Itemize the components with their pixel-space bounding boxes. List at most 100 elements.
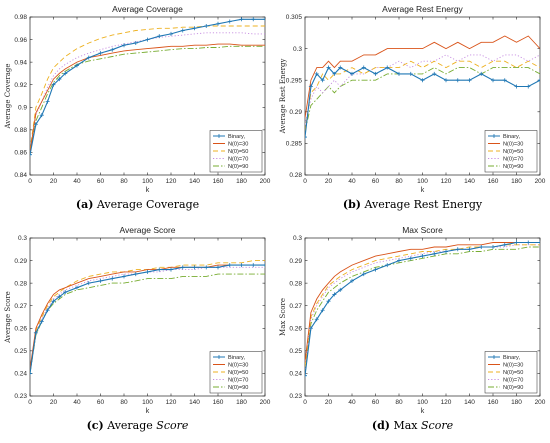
series-point — [86, 55, 91, 60]
series-point — [361, 272, 366, 277]
series-point — [350, 71, 354, 76]
legend-label: N(0)=90 — [503, 385, 523, 391]
caption-text: Average Coverage — [96, 198, 200, 211]
series-point — [169, 267, 173, 272]
series-point — [45, 99, 50, 104]
series-line-4 — [30, 32, 265, 153]
series-point — [39, 113, 44, 118]
series-point — [216, 265, 220, 270]
x-tick-label: 60 — [372, 399, 380, 406]
legend-label: N(0)=30 — [503, 142, 523, 148]
series-point — [305, 373, 307, 378]
series-point — [263, 17, 265, 22]
caption-label: (b) — [342, 198, 361, 211]
series-point — [332, 71, 337, 76]
chart-title: Average Coverage — [112, 4, 183, 14]
series-point — [314, 317, 319, 322]
x-tick-label: 0 — [303, 399, 307, 406]
series-point — [432, 251, 437, 256]
series-line-3 — [30, 260, 265, 372]
y-tick-label: 0.9 — [18, 104, 27, 111]
caption-label: (d) — [371, 419, 390, 432]
series-point — [444, 78, 448, 83]
series-point — [320, 308, 325, 313]
series-point — [361, 65, 366, 70]
series-point — [192, 265, 197, 270]
caption-italic: Score — [421, 419, 454, 432]
series-point — [157, 267, 162, 272]
legend-label: Binary, — [228, 134, 245, 140]
series-point — [110, 276, 115, 281]
series-point — [180, 28, 185, 33]
x-tick-label: 0 — [28, 178, 32, 185]
series-point — [75, 63, 79, 68]
series-point — [332, 292, 337, 297]
y-tick-label: 0.96 — [14, 37, 27, 44]
series-point — [75, 285, 79, 290]
panel-average-score: Average Score 0 20 40 60 80 100 120 140 160 180 200… — [0, 221, 275, 442]
series-point — [305, 135, 307, 140]
series-point — [57, 77, 62, 82]
x-tick-label: 120 — [166, 178, 177, 185]
series-point — [33, 122, 38, 127]
y-tick-label: 0.28 — [289, 280, 302, 287]
legend-marker — [492, 355, 496, 359]
x-tick-label: 160 — [213, 399, 224, 406]
x-tick-label: 80 — [120, 178, 128, 185]
x-tick-label: 120 — [441, 178, 452, 185]
series-point — [30, 371, 32, 376]
y-tick-label: 0.285 — [286, 141, 303, 148]
legend-marker — [217, 355, 221, 359]
series-point — [408, 256, 413, 261]
series-point — [373, 71, 378, 76]
y-tick-label: 0.3 — [18, 235, 27, 242]
series-point — [526, 240, 531, 245]
series-point — [239, 17, 244, 22]
series-point — [204, 265, 209, 270]
x-tick-label: 180 — [236, 178, 247, 185]
series-point — [145, 269, 150, 274]
caption-average-rest-energy: (b) Average Rest Energy — [275, 198, 550, 211]
y-tick-label: 0.94 — [14, 59, 27, 66]
series-point — [251, 263, 256, 268]
series-point — [420, 254, 425, 259]
chart-max-score: Max Score 0 20 40 60 80 100 120 140 160 180 200 0.23… — [279, 225, 546, 415]
series-point — [192, 26, 197, 31]
series-point — [514, 84, 519, 89]
series-point — [204, 24, 209, 29]
series-point — [326, 65, 331, 70]
y-tick-label: 0.29 — [289, 258, 302, 265]
x-tick-label: 180 — [236, 399, 247, 406]
x-tick-label: 40 — [73, 399, 81, 406]
y-tick-label: 0.25 — [289, 348, 302, 355]
x-axis-label: k — [421, 187, 425, 194]
chart-average-coverage: Average Coverage 0 20 40 60 80 100 120 140 160 180… — [4, 4, 271, 194]
x-axis-label: k — [146, 408, 150, 415]
series-point — [502, 78, 507, 83]
series-point — [432, 71, 437, 76]
x-tick-label: 180 — [511, 178, 522, 185]
caption-text: Average — [107, 419, 157, 432]
legend-label: N(0)=70 — [228, 378, 248, 384]
series-point — [314, 71, 319, 76]
x-tick-label: 0 — [28, 399, 32, 406]
series-point — [444, 249, 448, 254]
y-tick-label: 0.24 — [14, 371, 27, 378]
series-point — [169, 31, 173, 36]
y-tick-label: 0.28 — [289, 172, 302, 179]
x-tick-label: 20 — [50, 399, 58, 406]
series-point — [251, 17, 256, 22]
series-point — [110, 47, 115, 52]
series-point — [63, 290, 68, 295]
series-line-2 — [30, 264, 265, 369]
panel-max-score: Max Score 0 20 40 60 80 100 120 140 160 180 200 0.23… — [275, 221, 550, 442]
series-point — [308, 84, 313, 89]
series-point — [455, 247, 460, 252]
y-tick-label: 0.88 — [14, 127, 27, 134]
series-line-5 — [305, 246, 540, 374]
x-tick-label: 160 — [488, 399, 499, 406]
series-line-4 — [305, 244, 540, 369]
series-point — [479, 71, 484, 76]
x-tick-label: 200 — [260, 178, 271, 185]
x-tick-label: 60 — [372, 178, 380, 185]
